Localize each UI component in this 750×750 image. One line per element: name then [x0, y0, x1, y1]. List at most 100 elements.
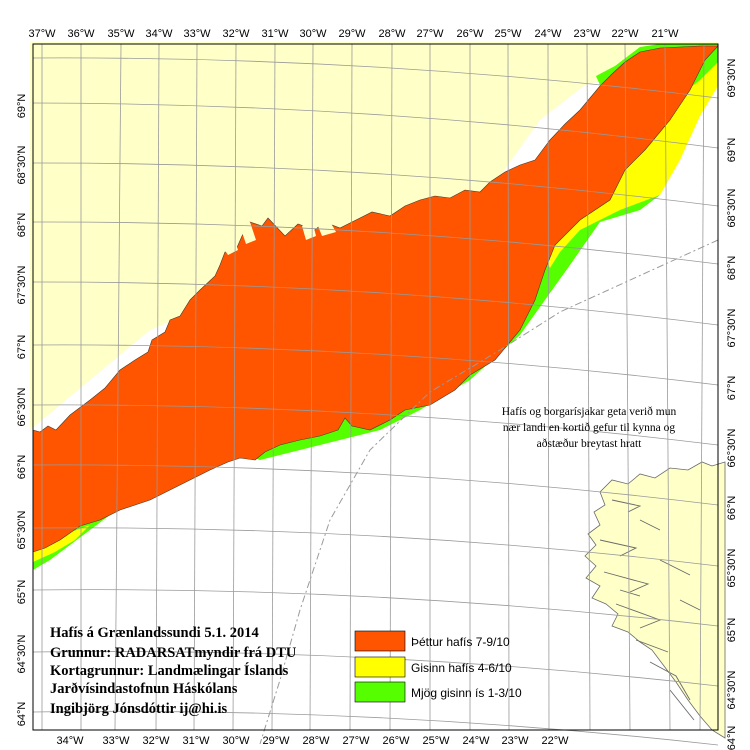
- legend-swatch-dense-ice: [354, 630, 406, 652]
- left-latitude-label: 68°N: [16, 213, 28, 238]
- top-longitude-label: 30°W: [299, 28, 327, 40]
- right-latitude-label: 65°N: [726, 618, 738, 643]
- info-author: Ingibjörg Jónsdóttir ij@hi.is: [50, 701, 228, 717]
- graticule: [32, 43, 719, 746]
- legend-label-open-ice: Gisinn hafís 4-6/10: [411, 661, 512, 675]
- parallel-line: [32, 527, 719, 567]
- top-longitude-label: 29°W: [338, 28, 366, 40]
- dense-ice-zone: [32, 45, 719, 553]
- greenland-land: [30, 42, 718, 430]
- note-line-2: nær landi en kortið gefur til kynna og: [503, 421, 675, 434]
- top-longitude-label: 35°W: [107, 28, 135, 40]
- top-longitude-labels: 37°W 36°W 35°W 34°W 33°W 32°W 31°W 30°W 29°W 28°W…: [28, 28, 679, 40]
- right-latitude-label: 68°30'N: [726, 188, 738, 227]
- parallel-line: [32, 221, 719, 265]
- parallel-line: [32, 281, 719, 326]
- right-latitude-label: 69°30'N: [726, 58, 738, 97]
- legend: Þéttur hafís 7-9/10 Gisinn hafís 4-6/10 …: [354, 630, 522, 703]
- info-source: Grunnur: RADARSATmyndir frá DTU: [50, 645, 297, 661]
- bottom-longitude-label: 32°W: [142, 735, 170, 747]
- warning-note: Hafís og borgarísjakar geta verið mun næ…: [502, 405, 677, 450]
- meridian-line: [114, 43, 122, 731]
- meridian-line: [389, 43, 393, 731]
- right-latitude-label: 69°N: [726, 138, 738, 163]
- right-latitude-label: 67°30'N: [726, 308, 738, 347]
- legend-swatch-open-ice: [354, 656, 406, 678]
- bottom-longitude-labels: 34°W 33°W 32°W 31°W 30°W 29°W 28°W 27°W 26°W 25°W…: [56, 735, 569, 747]
- left-latitude-label: 64°N: [16, 702, 28, 727]
- legend-label-dense-ice: Þéttur hafís 7-9/10: [411, 635, 510, 649]
- top-longitude-label: 27°W: [416, 28, 444, 40]
- left-latitude-label: 67°30'N: [16, 265, 28, 304]
- right-latitude-label: 67°N: [726, 376, 738, 401]
- info-institute: Jarðvísindastofnun Háskólans: [50, 681, 238, 697]
- top-longitude-label: 28°W: [378, 28, 406, 40]
- meridian-line: [624, 43, 631, 731]
- top-longitude-label: 22°W: [611, 28, 639, 40]
- top-longitude-label: 25°W: [494, 28, 522, 40]
- map-frame: [32, 43, 719, 731]
- parallel-line: [32, 344, 719, 386]
- bottom-longitude-label: 24°W: [462, 735, 490, 747]
- bottom-longitude-label: 34°W: [56, 735, 84, 747]
- parallel-line: [32, 162, 719, 207]
- right-latitude-label: 64°30'N: [726, 670, 738, 709]
- info-basemap: Kortagrunnur: Landmælingar Íslands: [50, 662, 289, 679]
- bottom-longitude-label: 33°W: [102, 735, 130, 747]
- top-longitude-label: 31°W: [261, 28, 289, 40]
- legend-label-very-open-ice: Mjög gisinn ís 1-3/10: [411, 686, 522, 700]
- bottom-longitude-label: 29°W: [262, 735, 290, 747]
- parallel-line: [32, 710, 719, 746]
- bottom-longitude-label: 27°W: [342, 735, 370, 747]
- top-longitude-label: 37°W: [28, 28, 56, 40]
- parallel-line: [32, 57, 719, 99]
- right-latitude-labels: 69°30'N 69°N 68°30'N 68°N 67°30'N 67°N 66°30'N…: [726, 58, 738, 750]
- left-latitude-label: 65°N: [16, 580, 28, 605]
- map-title: Hafís á Grænlandssundi 5.1. 2014: [50, 625, 259, 641]
- parallel-line: [32, 589, 719, 627]
- legend-swatch-very-open-ice: [354, 681, 406, 703]
- meridian-line: [193, 43, 198, 731]
- meridian-line: [232, 43, 237, 731]
- top-longitude-label: 34°W: [145, 28, 173, 40]
- bottom-longitude-label: 23°W: [501, 735, 529, 747]
- top-longitude-label: 24°W: [534, 28, 562, 40]
- meridian-line: [309, 43, 314, 731]
- meridian-line: [699, 43, 705, 731]
- top-longitude-label: 33°W: [183, 28, 211, 40]
- right-latitude-label: 66°30'N: [726, 428, 738, 467]
- bottom-longitude-label: 26°W: [382, 735, 410, 747]
- fjord-inlets: [212, 194, 336, 255]
- iceland-fjords: [599, 499, 701, 721]
- iceland-land: [584, 461, 726, 739]
- left-latitude-label: 66°30'N: [16, 387, 28, 426]
- right-latitude-label: 66°N: [726, 496, 738, 521]
- parallel-line: [32, 464, 719, 506]
- meridian-line: [271, 43, 276, 731]
- right-latitude-label: 64°N: [726, 726, 738, 750]
- left-latitude-label: 65°30'N: [16, 510, 28, 549]
- top-longitude-label: 21°W: [651, 28, 679, 40]
- map-info-block: Hafís á Grænlandssundi 5.1. 2014 Grunnur…: [50, 625, 297, 717]
- left-latitude-label: 66°N: [16, 455, 28, 480]
- left-latitude-label: 69°N: [16, 94, 28, 119]
- parallel-line: [32, 404, 719, 446]
- note-line-1: Hafís og borgarísjakar geta verið mun: [502, 405, 677, 418]
- meridian-line: [547, 43, 550, 731]
- meridian-line: [664, 43, 671, 731]
- meridian-line: [155, 43, 160, 731]
- parallel-line: [32, 102, 719, 149]
- right-latitude-label: 65°30'N: [726, 548, 738, 587]
- bottom-longitude-label: 31°W: [182, 735, 210, 747]
- left-latitude-labels: 69°N 68°30'N 68°N 67°30'N 67°N 66°30'N 66°N 65°…: [16, 94, 28, 727]
- bottom-longitude-label: 25°W: [422, 735, 450, 747]
- meridian-line: [507, 43, 510, 731]
- bottom-longitude-label: 30°W: [222, 735, 250, 747]
- left-latitude-label: 68°30'N: [16, 145, 28, 184]
- top-longitude-label: 26°W: [456, 28, 484, 40]
- top-longitude-label: 32°W: [222, 28, 250, 40]
- top-longitude-label: 23°W: [573, 28, 601, 40]
- median-line-dashed: [259, 239, 719, 745]
